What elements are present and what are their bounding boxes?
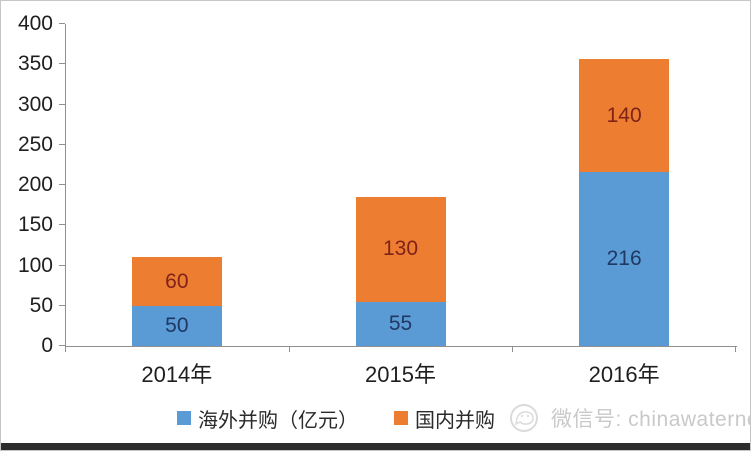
- y-tick-mark: [59, 345, 65, 346]
- y-tick-label: 100: [17, 253, 53, 277]
- x-tick-label: 2015年: [365, 362, 436, 387]
- y-axis-tick-marks: [59, 23, 65, 346]
- legend-label: 国内并购: [415, 409, 495, 432]
- x-tick-label: 2014年: [141, 362, 213, 387]
- y-tick-mark: [59, 143, 65, 145]
- bar-segment: 216: [579, 172, 670, 346]
- legend: 海外并购（亿元） 国内并购 微信号: chinawaternet: [177, 403, 751, 433]
- legend-item-overseas: 海外并购（亿元）: [177, 404, 358, 433]
- plot-area: 50 60 55 130 216 140: [65, 24, 736, 346]
- bar-segment: 50: [131, 305, 222, 346]
- legend-swatch-blue: [177, 411, 191, 425]
- data-label: 50: [165, 313, 189, 337]
- y-tick-mark: [59, 103, 65, 105]
- stacked-bar-2016年: 216 140: [579, 59, 670, 346]
- stacked-bar-2015年: 55 130: [355, 197, 446, 346]
- y-tick-mark: [59, 304, 65, 306]
- y-tick-mark: [59, 264, 65, 266]
- data-label: 130: [382, 237, 419, 261]
- bottom-black-bar: [1, 443, 750, 450]
- bar-segment: 60: [131, 257, 222, 306]
- y-tick-mark: [59, 63, 65, 65]
- y-tick-mark: [59, 23, 65, 24]
- stacked-bar-2014年: 50 60: [131, 257, 222, 346]
- data-label: 140: [606, 103, 642, 127]
- y-tick-label: 150: [17, 213, 53, 237]
- data-label: 216: [606, 247, 642, 271]
- x-axis-category-labels: 2014年 2015年 2016年: [65, 357, 736, 387]
- y-tick-label: 400: [17, 12, 53, 35]
- y-tick-mark: [59, 184, 65, 185]
- legend-swatch-orange: [394, 411, 408, 425]
- y-tick-label: 300: [17, 92, 53, 116]
- legend-item-domestic: 国内并购: [394, 404, 495, 433]
- y-tick-label: 200: [17, 173, 53, 196]
- x-tick-mark: [65, 347, 66, 352]
- y-axis-line: [65, 24, 66, 346]
- y-tick-label: 50: [29, 293, 53, 317]
- y-tick-label: 250: [17, 132, 53, 156]
- bar-segment: 55: [355, 301, 446, 346]
- x-tick-mark: [512, 347, 514, 352]
- watermark: 微信号: chinawaternet: [507, 403, 751, 433]
- legend-label: 海外并购（亿元）: [198, 409, 358, 432]
- bar-segment: 130: [355, 197, 446, 302]
- x-axis-tick-marks: [65, 347, 736, 352]
- y-tick-label: 350: [17, 52, 53, 76]
- x-axis-line: [65, 346, 737, 347]
- y-tick-label: 0: [41, 334, 53, 357]
- watermark-text: 微信号: chinawaternet: [551, 408, 751, 431]
- y-axis-tick-labels: 0 50 100 150 200 250 300 350 400: [1, 13, 53, 357]
- y-tick-mark: [59, 224, 65, 226]
- x-tick-mark: [288, 347, 290, 352]
- wechat-logo-icon: [510, 404, 538, 432]
- data-label: 60: [165, 269, 189, 293]
- bar-segment: 140: [579, 59, 670, 173]
- x-tick-mark: [735, 347, 736, 352]
- x-tick-label: 2016年: [588, 362, 660, 387]
- data-label: 55: [388, 311, 413, 335]
